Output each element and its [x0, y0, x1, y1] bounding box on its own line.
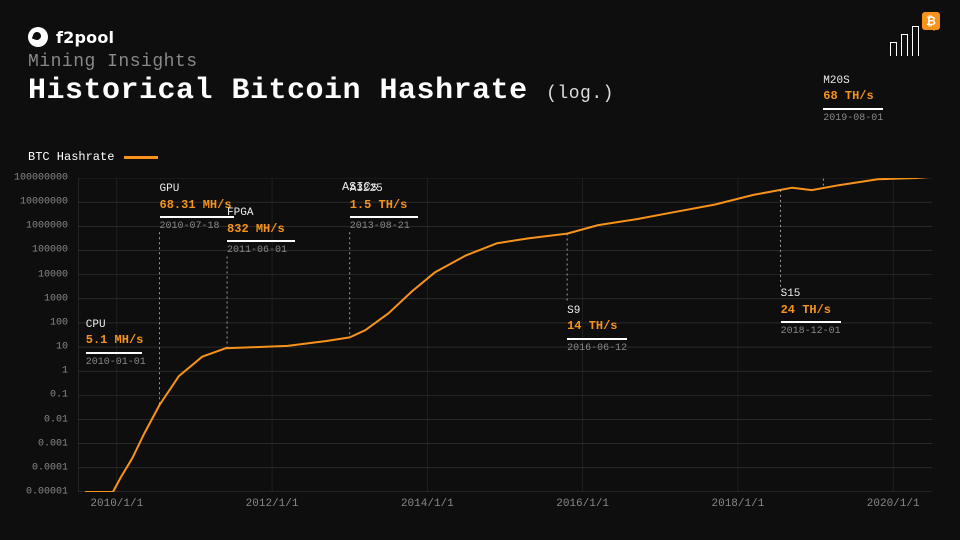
- annotation-cpu: CPU5.1 MH/s 2010-01-01: [86, 318, 146, 370]
- chart-bars-icon: ₿: [890, 18, 932, 56]
- x-axis-labels: 2010/1/1 2012/1/1 2014/1/1 2016/1/1 2018/1/1…: [78, 498, 932, 514]
- annotation-hashrate: 68 TH/s: [823, 88, 883, 104]
- annotation-gpu: GPU68.31 MH/s 2010-07-18: [160, 182, 234, 234]
- annotation-s9: S914 TH/s 2016-06-12: [567, 304, 627, 356]
- y-tick-label: 10000: [38, 269, 68, 280]
- annotation-name: M20S: [823, 74, 883, 89]
- annotation-name: S15: [781, 287, 841, 302]
- annotation-divider: [350, 216, 418, 218]
- annotation-s15: S1524 TH/s 2018-12-01: [781, 287, 841, 339]
- annotation-date: 2019-08-01: [823, 112, 883, 126]
- y-tick-label: 0.00001: [26, 487, 68, 498]
- x-tick-label: 2020/1/1: [867, 498, 920, 510]
- y-tick-label: 10: [56, 342, 68, 353]
- y-tick-label: 1000: [44, 293, 68, 304]
- bars-icon: [890, 26, 919, 56]
- subtitle: Mining Insights: [28, 52, 614, 72]
- annotation-date: 2010-01-01: [86, 356, 146, 370]
- annotation-a3225: A32251.5 TH/s 2013-08-21: [350, 182, 418, 234]
- annotation-divider: [781, 321, 841, 323]
- brand-icon: [28, 27, 48, 47]
- y-tick-label: 1: [62, 366, 68, 377]
- annotation-hashrate: 24 TH/s: [781, 302, 841, 318]
- annotation-hashrate: 5.1 MH/s: [86, 332, 146, 348]
- title-main: Historical Bitcoin Hashrate: [28, 74, 528, 108]
- annotation-date: 2016-06-12: [567, 342, 627, 356]
- bitcoin-badge-icon: ₿: [922, 12, 940, 30]
- title-suffix: (log.): [546, 84, 614, 104]
- legend-label: BTC Hashrate: [28, 150, 114, 164]
- brand-name: f2pool: [56, 28, 114, 47]
- annotation-hashrate: 14 TH/s: [567, 318, 627, 334]
- x-tick-label: 2014/1/1: [401, 498, 454, 510]
- title: Historical Bitcoin Hashrate (log.): [28, 74, 614, 108]
- y-tick-label: 100000: [32, 245, 68, 256]
- y-axis-labels: 0.000010.00010.0010.010.1110100100010000…: [0, 178, 74, 492]
- annotation-name: CPU: [86, 318, 146, 333]
- annotation-hashrate: 68.31 MH/s: [160, 197, 234, 213]
- chart-area: ASICsCPU5.1 MH/s2010-01-01GPU68.31 MH/s2…: [78, 178, 932, 492]
- annotation-date: 2018-12-01: [781, 325, 841, 339]
- annotation-date: 2011-06-01: [227, 244, 295, 258]
- x-tick-label: 2010/1/1: [90, 498, 143, 510]
- annotation-name: A3225: [350, 182, 418, 197]
- brand: f2pool: [28, 27, 114, 47]
- y-tick-label: 0.01: [44, 414, 68, 425]
- annotation-m20s: M20S68 TH/s 2019-08-01: [823, 74, 883, 126]
- annotation-divider: [227, 240, 295, 242]
- x-tick-label: 2016/1/1: [556, 498, 609, 510]
- annotation-date: 2013-08-21: [350, 220, 418, 234]
- y-tick-label: 1000000: [26, 221, 68, 232]
- annotation-divider: [86, 352, 142, 354]
- annotation-date: 2010-07-18: [160, 220, 234, 234]
- annotation-divider: [567, 338, 627, 340]
- y-tick-label: 0.001: [38, 438, 68, 449]
- annotation-fpga: FPGA832 MH/s 2011-06-01: [227, 206, 295, 258]
- annotation-hashrate: 832 MH/s: [227, 221, 295, 237]
- y-tick-label: 0.0001: [32, 462, 68, 473]
- x-tick-label: 2012/1/1: [246, 498, 299, 510]
- legend: BTC Hashrate: [28, 150, 158, 164]
- x-tick-label: 2018/1/1: [712, 498, 765, 510]
- page-titles: Mining Insights Historical Bitcoin Hashr…: [28, 52, 614, 108]
- y-tick-label: 100: [50, 317, 68, 328]
- annotation-name: S9: [567, 304, 627, 319]
- annotation-hashrate: 1.5 TH/s: [350, 197, 418, 213]
- y-tick-label: 100000000: [14, 173, 68, 184]
- annotation-name: FPGA: [227, 206, 295, 221]
- y-tick-label: 0.1: [50, 390, 68, 401]
- header: f2pool ₿: [28, 18, 932, 56]
- legend-swatch: [124, 156, 158, 159]
- y-tick-label: 10000000: [20, 197, 68, 208]
- annotation-name: GPU: [160, 182, 234, 197]
- annotation-divider: [823, 108, 883, 110]
- annotation-divider: [160, 216, 234, 218]
